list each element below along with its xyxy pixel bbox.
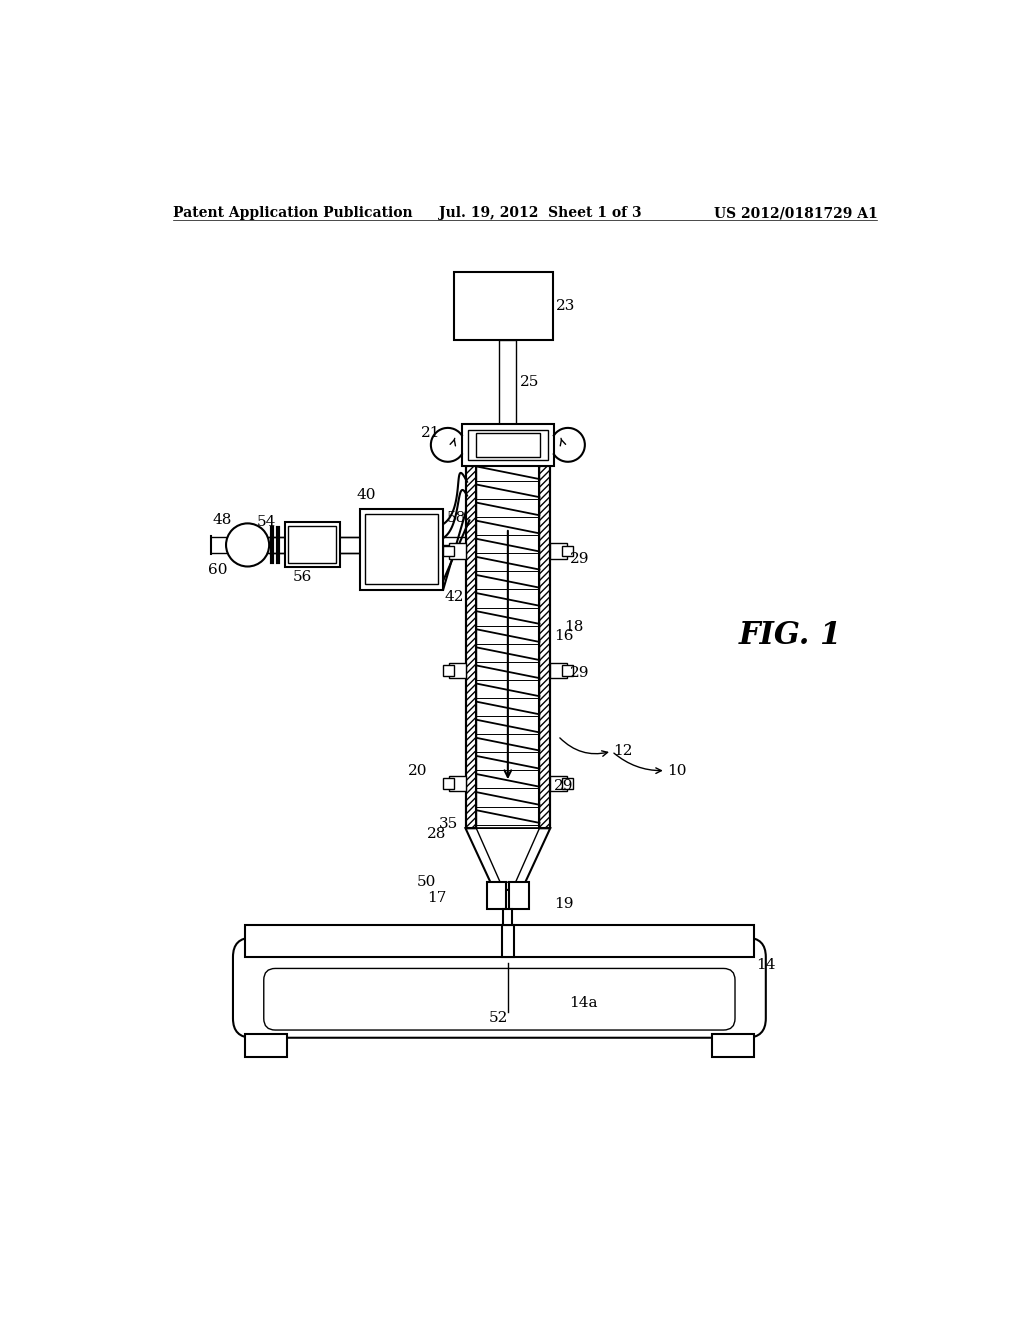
Bar [449, 663, 466, 678]
Bar [712, 1034, 755, 1057]
Bar [502, 924, 514, 957]
Text: 10: 10 [668, 763, 687, 777]
Bar [289, 525, 336, 562]
Text: 17: 17 [427, 891, 446, 904]
Bar [449, 776, 466, 792]
Bar [245, 924, 755, 957]
FancyBboxPatch shape [233, 937, 766, 1038]
Bar [449, 544, 466, 558]
Text: 56: 56 [292, 570, 311, 585]
Bar [562, 779, 572, 789]
Bar [366, 515, 438, 585]
Bar [487, 882, 506, 909]
Polygon shape [476, 829, 540, 882]
Text: 14: 14 [756, 957, 775, 972]
Bar [712, 1034, 755, 1057]
Text: 21: 21 [421, 426, 440, 441]
Bar [443, 665, 454, 676]
Text: 54: 54 [256, 515, 275, 529]
Bar [462, 424, 554, 466]
Bar [475, 433, 541, 457]
Text: 20: 20 [408, 763, 427, 777]
Bar [550, 544, 567, 558]
Text: Patent Application Publication: Patent Application Publication [173, 206, 413, 220]
Text: 25: 25 [520, 375, 540, 388]
Bar [500, 341, 516, 424]
Bar [285, 521, 340, 566]
Text: 42: 42 [444, 590, 464, 605]
Text: 23: 23 [556, 300, 575, 313]
Text: 58: 58 [447, 511, 466, 525]
Text: 19: 19 [554, 896, 573, 911]
Text: US 2012/0181729 A1: US 2012/0181729 A1 [714, 206, 878, 220]
Bar [443, 545, 454, 557]
Text: 29: 29 [554, 779, 573, 793]
Bar [245, 924, 755, 957]
Bar [509, 882, 528, 909]
Polygon shape [466, 829, 550, 890]
Bar [466, 466, 476, 829]
Bar [550, 776, 567, 792]
Circle shape [226, 524, 269, 566]
Bar [468, 430, 548, 461]
Text: 16: 16 [554, 628, 573, 643]
FancyBboxPatch shape [264, 969, 735, 1030]
Bar [487, 882, 506, 909]
Bar [476, 466, 540, 829]
Bar [245, 1034, 287, 1057]
Bar [443, 779, 454, 789]
Text: 29: 29 [569, 552, 589, 566]
Text: 48: 48 [212, 512, 231, 527]
Bar [466, 466, 476, 829]
Text: FIG. 1: FIG. 1 [739, 620, 842, 651]
Bar [454, 272, 553, 341]
Bar [509, 882, 528, 909]
Text: 35: 35 [438, 817, 458, 832]
Bar [360, 508, 443, 590]
Text: 52: 52 [488, 1011, 508, 1026]
Bar [503, 909, 512, 924]
Text: 29: 29 [569, 665, 589, 680]
Text: 18: 18 [564, 619, 584, 634]
Text: 14a: 14a [569, 997, 598, 1010]
Bar [562, 545, 572, 557]
Text: 12: 12 [613, 744, 633, 758]
Bar [540, 466, 550, 829]
Bar [562, 665, 572, 676]
Text: Jul. 19, 2012  Sheet 1 of 3: Jul. 19, 2012 Sheet 1 of 3 [438, 206, 641, 220]
Text: 28: 28 [427, 828, 446, 841]
Text: 60: 60 [208, 564, 227, 577]
Bar [245, 1034, 287, 1057]
Bar [550, 663, 567, 678]
Text: 40: 40 [356, 488, 376, 502]
Bar [540, 466, 550, 829]
Text: 50: 50 [417, 875, 436, 890]
